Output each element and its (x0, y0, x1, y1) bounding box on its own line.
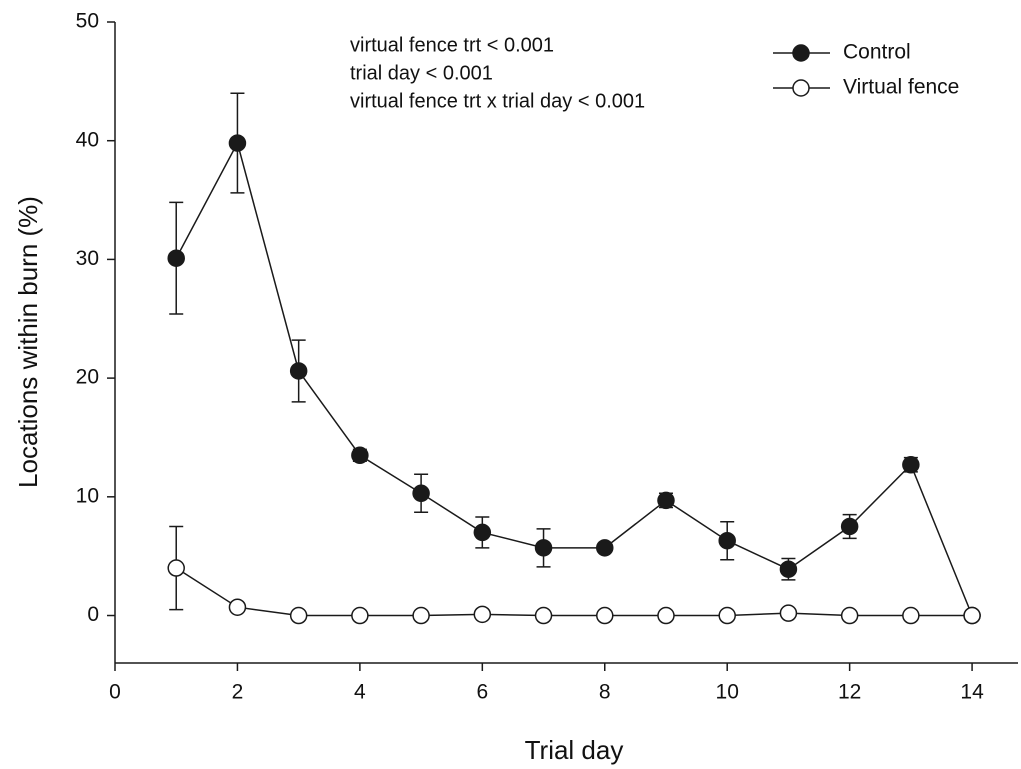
data-point (228, 598, 247, 616)
x-axis-title: Trial day (525, 735, 624, 765)
annotation: trial day < 0.001 (350, 62, 493, 84)
legend-marker (792, 79, 810, 97)
y-tick-label: 40 (76, 128, 99, 151)
data-point (840, 606, 859, 625)
series-line (175, 141, 973, 616)
legend-label: Control (843, 41, 911, 64)
x-tick-label: 14 (960, 681, 984, 704)
data-point (473, 605, 492, 624)
y-tick-label: 20 (76, 366, 99, 389)
annotation: virtual fence trt x trial day < 0.001 (350, 90, 645, 112)
data-point (902, 456, 920, 474)
data-point (473, 523, 492, 542)
y-tick-label: 30 (76, 247, 99, 270)
y-tick-label: 50 (76, 10, 99, 33)
x-tick-label: 6 (476, 681, 488, 704)
y-tick-label: 10 (76, 484, 99, 507)
data-point (412, 484, 430, 503)
data-point (351, 446, 369, 465)
data-point (412, 606, 430, 625)
data-point (289, 362, 308, 380)
x-tick-label: 2 (232, 681, 244, 704)
data-point (228, 134, 247, 152)
data-point (167, 559, 185, 577)
data-point (779, 560, 798, 578)
data-point (534, 539, 553, 557)
data-point (596, 539, 614, 557)
data-point (963, 606, 981, 625)
annotation: virtual fence trt < 0.001 (350, 34, 554, 56)
data-point (657, 606, 675, 625)
data-point (657, 491, 675, 510)
legend-label: Virtual fence (843, 76, 959, 99)
x-tick-label: 10 (716, 681, 739, 704)
data-point (289, 606, 308, 625)
x-tick-label: 4 (354, 681, 366, 704)
data-point (779, 604, 798, 622)
series-line (175, 567, 973, 617)
data-point (167, 249, 185, 267)
data-point (596, 606, 614, 625)
y-axis-title: Locations within burn (%) (13, 196, 43, 488)
data-point (534, 606, 553, 625)
x-tick-label: 12 (838, 681, 861, 704)
x-tick-label: 8 (599, 681, 611, 704)
data-point (351, 606, 369, 625)
data-point (718, 606, 736, 625)
data-point (840, 517, 859, 536)
data-point (902, 606, 920, 625)
y-tick-label: 0 (87, 603, 99, 626)
x-tick-label: 0 (109, 681, 121, 704)
legend-marker (792, 44, 810, 62)
data-point (718, 531, 736, 550)
